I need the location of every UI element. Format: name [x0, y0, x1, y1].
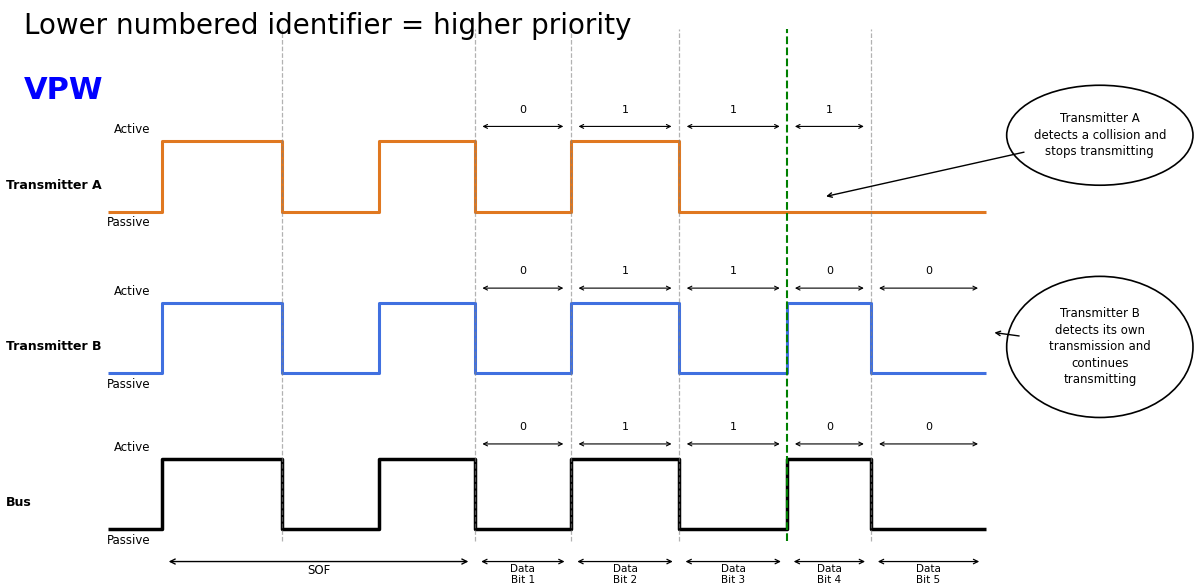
Text: Passive: Passive — [107, 216, 150, 229]
Text: Transmitter B
detects its own
transmission and
continues
transmitting: Transmitter B detects its own transmissi… — [1049, 308, 1150, 386]
Text: 1: 1 — [730, 422, 737, 432]
Text: 0: 0 — [926, 422, 932, 432]
Text: Transmitter B: Transmitter B — [6, 340, 101, 353]
Text: Lower numbered identifier = higher priority: Lower numbered identifier = higher prior… — [24, 12, 631, 40]
Text: Data
Bit 4: Data Bit 4 — [817, 564, 841, 585]
Ellipse shape — [1007, 276, 1194, 417]
Text: Active: Active — [114, 441, 150, 454]
Text: 0: 0 — [826, 422, 833, 432]
Text: 1: 1 — [826, 105, 833, 115]
Ellipse shape — [1007, 85, 1194, 185]
Text: 1: 1 — [730, 266, 737, 276]
Text: SOF: SOF — [307, 564, 331, 577]
Text: Data
Bit 5: Data Bit 5 — [916, 564, 941, 585]
Text: Bus: Bus — [6, 496, 31, 509]
Text: Passive: Passive — [107, 534, 150, 547]
Text: 0: 0 — [519, 266, 526, 276]
Text: Data
Bit 1: Data Bit 1 — [511, 564, 535, 585]
Text: Data
Bit 3: Data Bit 3 — [721, 564, 745, 585]
Text: 1: 1 — [621, 422, 629, 432]
Text: Data
Bit 2: Data Bit 2 — [613, 564, 637, 585]
Text: Passive: Passive — [107, 378, 150, 391]
Text: 0: 0 — [519, 105, 526, 115]
Text: Active: Active — [114, 285, 150, 298]
Text: Transmitter A
detects a collision and
stops transmitting: Transmitter A detects a collision and st… — [1034, 112, 1166, 158]
Text: 1: 1 — [730, 105, 737, 115]
Text: 1: 1 — [621, 266, 629, 276]
Text: 0: 0 — [826, 266, 833, 276]
Text: 0: 0 — [519, 422, 526, 432]
Text: Active: Active — [114, 123, 150, 136]
Text: 1: 1 — [621, 105, 629, 115]
Text: VPW: VPW — [24, 76, 103, 105]
Text: Transmitter A: Transmitter A — [6, 179, 102, 192]
Text: 0: 0 — [926, 266, 932, 276]
